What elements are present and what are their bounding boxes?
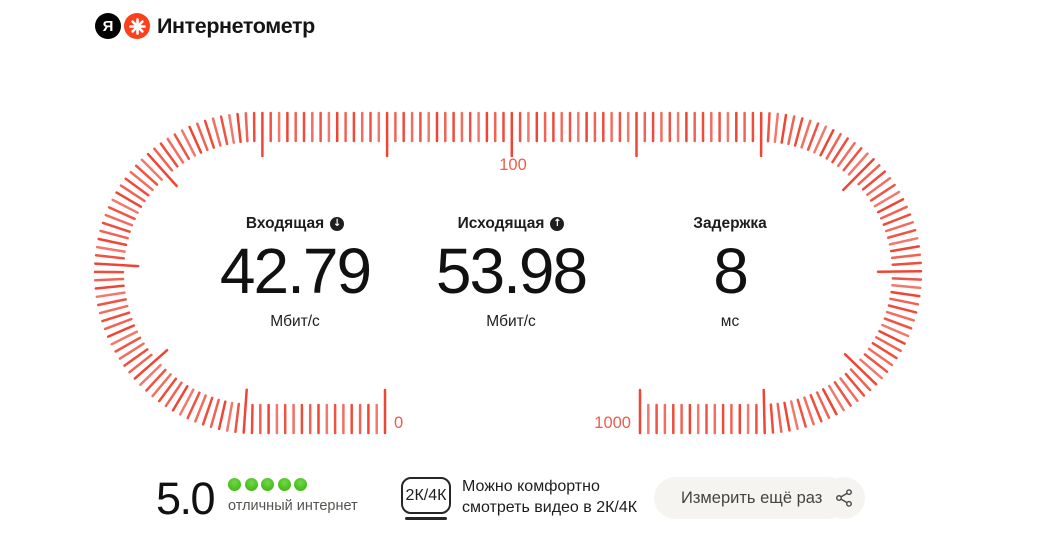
yandex-logo[interactable]: Я <box>95 13 150 39</box>
asterisk-icon <box>124 13 150 39</box>
page-title[interactable]: Интернетометр <box>157 13 315 38</box>
header: Я Интернетометр <box>95 13 315 39</box>
gauge-label-100: 100 <box>499 156 527 174</box>
metric-upload: Исходящая ↑ 53.98 Мбит/с <box>391 215 631 331</box>
download-arrow-icon: ↓ <box>330 217 345 231</box>
latency-unit: мс <box>720 313 740 330</box>
gauge-label-0: 0 <box>394 414 404 432</box>
metric-latency: Задержка 8 мс <box>610 215 850 331</box>
rating-dot <box>261 478 274 491</box>
upload-speed-value: 53.98 <box>435 235 588 307</box>
quality-description-line2: смотреть видео в 2К/4К <box>462 498 638 516</box>
rating-score: 5.0 <box>156 473 216 524</box>
latency-value: 8 <box>713 235 749 307</box>
metric-upload-label: Исходящая <box>457 215 545 232</box>
upload-arrow-icon: ↑ <box>550 217 565 231</box>
quality-description-line1: Можно комфортно <box>462 478 600 495</box>
download-speed-value: 42.79 <box>219 235 372 307</box>
rating-dot <box>294 478 307 491</box>
speed-gauge: 100 0 1000 <box>88 106 928 440</box>
gauge-label-1000: 1000 <box>594 414 631 432</box>
gauge-ticks <box>93 111 923 435</box>
screen-2k4k-icon: 2К/4К <box>401 477 451 514</box>
upload-speed-unit: Мбит/с <box>486 313 536 330</box>
rating-dot <box>244 478 258 491</box>
rating-caption: отличный интернет <box>228 498 358 514</box>
rating-dot <box>228 478 241 491</box>
screen-stand-icon <box>405 517 447 520</box>
measure-again-button[interactable]: Измерить ещё раз <box>654 477 850 519</box>
yandex-ya-icon: Я <box>95 13 121 39</box>
metric-download-label-row: Входящая ↓ <box>175 215 415 233</box>
share-button[interactable] <box>823 477 865 519</box>
quality-description: Можно комфортно смотреть видео в 2К/4К <box>462 477 637 518</box>
metric-upload-label-row: Исходящая ↑ <box>391 215 631 233</box>
download-speed-unit: Мбит/с <box>270 313 320 330</box>
share-icon <box>834 488 854 508</box>
metric-download: Входящая ↓ 42.79 Мбит/с <box>175 215 415 331</box>
rating-dots <box>228 478 307 491</box>
metric-latency-label-row: Задержка <box>610 215 850 233</box>
metric-latency-label: Задержка <box>693 215 767 232</box>
rating-dot <box>277 478 291 491</box>
metric-download-label: Входящая <box>245 215 325 232</box>
